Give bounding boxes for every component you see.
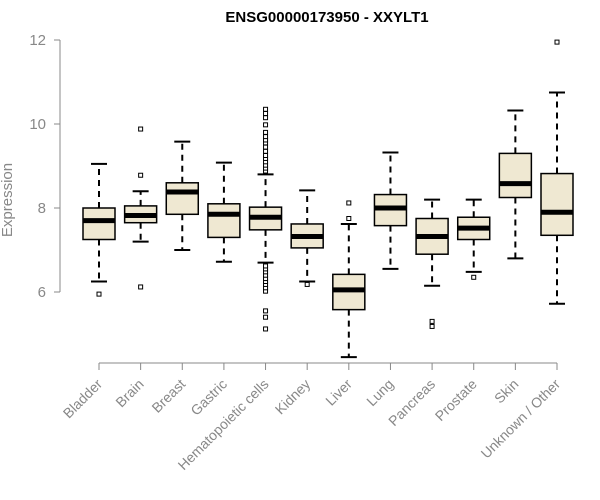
x-tick-label: Breast	[148, 376, 188, 416]
y-axis-label: Expression	[0, 163, 16, 237]
chart-title: ENSG00000173950 - XXYLT1	[225, 9, 428, 26]
x-tick-label: Lung	[363, 376, 396, 409]
outlier-point	[138, 172, 144, 178]
outlier-point	[429, 323, 435, 329]
box-liver	[332, 200, 366, 359]
box-iqr	[207, 203, 241, 239]
box-iqr	[498, 152, 533, 199]
x-tick-label: Brain	[112, 376, 146, 410]
outlier-point	[263, 134, 269, 140]
outlier-point	[263, 115, 269, 121]
outlier-point	[138, 284, 144, 290]
box-breast	[165, 140, 200, 251]
box-brain	[123, 126, 158, 290]
outlier-point	[429, 318, 435, 324]
box-lung	[373, 151, 408, 270]
outlier-point	[554, 39, 560, 45]
y-tick-label: 8	[38, 200, 46, 217]
outlier-point	[263, 111, 269, 116]
outlier-point	[263, 129, 269, 135]
y-axis: 6 8 10 12	[29, 32, 61, 301]
box-gastric	[207, 161, 241, 263]
box-skin	[498, 109, 533, 260]
outlier-point	[471, 274, 477, 280]
box-prostate	[456, 198, 491, 280]
outlier-point	[304, 281, 310, 287]
y-tick-label: 10	[29, 116, 46, 133]
outlier-point	[263, 122, 269, 128]
box-pancreas	[415, 198, 449, 329]
outlier-point	[263, 308, 269, 314]
box-iqr	[165, 182, 200, 216]
box-iqr	[82, 207, 116, 241]
outlier-point	[263, 106, 269, 112]
x-tick-label: Skin	[491, 376, 522, 407]
outlier-point	[263, 314, 269, 320]
outlier-point	[346, 216, 352, 221]
x-tick-label: Bladder	[60, 376, 106, 422]
box-kidney	[290, 189, 324, 287]
box-hematopoietic-cells	[248, 106, 283, 332]
x-tick-label: Prostate	[432, 376, 480, 424]
boxes-group	[82, 39, 574, 359]
x-tick-label: Unknown / Other	[478, 376, 564, 462]
y-tick-label: 6	[38, 284, 46, 301]
outlier-point	[263, 148, 269, 154]
outlier-point	[96, 291, 102, 297]
outlier-point	[346, 200, 352, 206]
x-tick-label: Kidney	[272, 376, 314, 418]
y-tick-label: 12	[29, 32, 46, 49]
x-tick-label: Liver	[322, 376, 355, 409]
outlier-point	[263, 153, 269, 158]
outlier-point	[263, 144, 269, 150]
outlier-point	[263, 326, 269, 332]
box-bladder	[82, 162, 116, 297]
outlier-point	[263, 263, 269, 269]
outlier-point	[138, 126, 144, 132]
box-iqr	[540, 172, 574, 237]
box-unknown-other	[540, 39, 574, 305]
